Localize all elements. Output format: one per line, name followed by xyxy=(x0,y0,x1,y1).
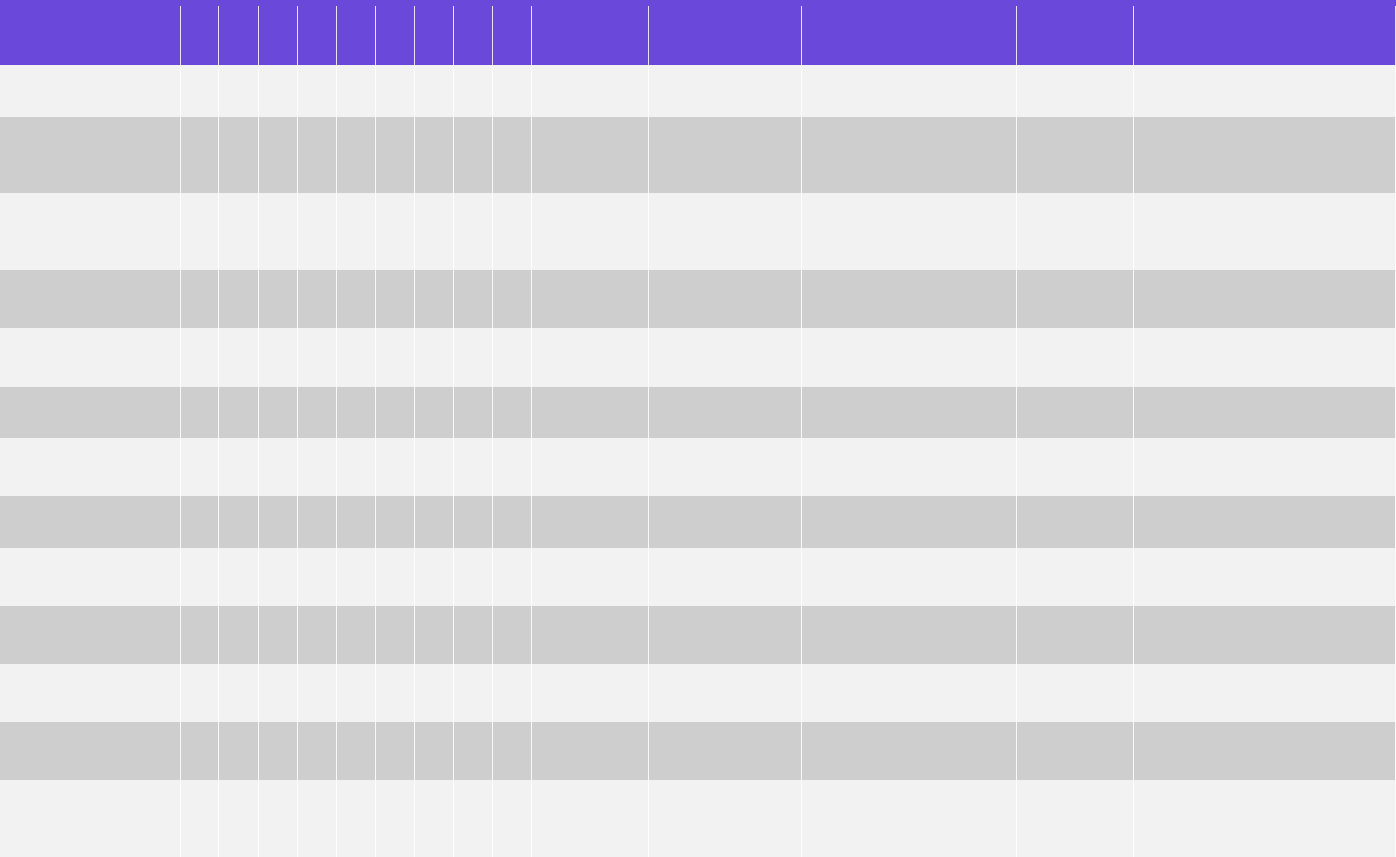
table-row xyxy=(0,270,1396,328)
table-row xyxy=(0,548,1396,606)
table-row xyxy=(0,387,1396,438)
table-row xyxy=(0,328,1396,387)
table-row xyxy=(0,496,1396,548)
table-row xyxy=(0,117,1396,193)
table-row xyxy=(0,438,1396,496)
table-row xyxy=(0,65,1396,117)
table-row xyxy=(0,664,1396,722)
table-row xyxy=(0,722,1396,780)
table-row xyxy=(0,193,1396,270)
table-row xyxy=(0,780,1396,857)
header-row xyxy=(0,0,1396,65)
table-row xyxy=(0,606,1396,664)
